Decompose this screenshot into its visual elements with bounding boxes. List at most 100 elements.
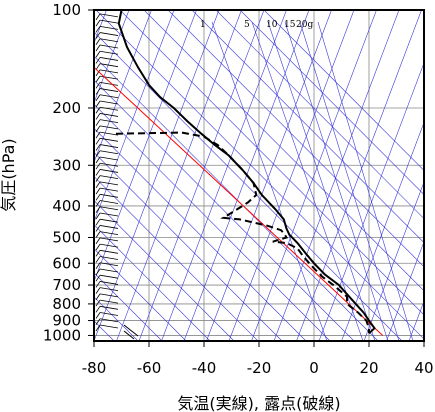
- y-tick-label: 600: [52, 254, 81, 272]
- wind-barb-flag: [95, 38, 101, 46]
- y-tick-label: 1000: [43, 326, 81, 344]
- wind-barb: [99, 324, 119, 329]
- wind-barb-flag: [95, 212, 101, 220]
- wind-barb-flag: [95, 324, 101, 332]
- wind-barb: [99, 57, 119, 61]
- mixing-ratio-line: [284, 21, 389, 341]
- wind-barb: [99, 237, 119, 242]
- wind-barb-flag: [95, 237, 101, 245]
- wind-barb-flag: [95, 169, 101, 176]
- isotherm-line: [228, 10, 355, 341]
- wind-barb: [99, 81, 119, 86]
- mixing-ratio-label: 1: [200, 20, 206, 30]
- isotherm-line: [251, 10, 377, 341]
- dry-adiabat-line: [94, 176, 259, 341]
- wind-barb-flag: [95, 200, 101, 207]
- wind-barb: [99, 299, 119, 304]
- wind-barb: [99, 162, 119, 167]
- y-tick-label: 200: [52, 99, 81, 117]
- wind-barb-flag: [95, 69, 101, 77]
- wind-barb: [99, 200, 119, 204]
- dry-adiabat-line: [143, 10, 424, 292]
- x-tick-label: -20: [247, 359, 272, 377]
- wind-barb-flag: [95, 175, 101, 182]
- wind-barb: [99, 262, 119, 267]
- wind-barb: [99, 13, 119, 18]
- wind-barb-flag: [95, 187, 101, 195]
- wind-barb-flag: [95, 287, 101, 294]
- wind-barb: [99, 293, 119, 298]
- wind-barb-flag: [95, 181, 101, 189]
- wind-barb-flag: [95, 32, 101, 39]
- x-tick-label: 0: [309, 359, 319, 377]
- wind-barb-flag: [95, 274, 101, 282]
- y-tick-label: 100: [52, 1, 81, 19]
- wind-barb: [99, 212, 119, 217]
- dry-adiabat-line: [94, 224, 211, 341]
- isotherm-line: [296, 10, 422, 341]
- mixing-ratio-labels: 1 5 10 15 20g: [200, 20, 313, 30]
- dry-adiabat-line: [94, 103, 331, 341]
- wind-barb: [99, 131, 119, 136]
- series-layer: [94, 10, 384, 336]
- wind-barb: [99, 100, 119, 105]
- wind-barb-flag: [95, 194, 101, 201]
- wind-barb-flag: [95, 63, 101, 70]
- wind-barb-flag: [95, 119, 101, 126]
- wind-barb-flag: [95, 156, 101, 164]
- wind-barb-flag: [95, 138, 101, 145]
- wind-barb: [99, 150, 119, 155]
- wind-barb: [99, 175, 119, 180]
- wind-barb-flag: [95, 299, 101, 307]
- y-axis-title: 気圧(hPa): [0, 138, 18, 211]
- wind-barb-flag: [95, 75, 101, 83]
- dry-adiabat-line: [167, 10, 424, 268]
- mixing-ratio-label: 20g: [296, 20, 313, 30]
- wind-barb-flag: [95, 268, 101, 276]
- wind-barb: [99, 187, 119, 192]
- wind-barb-flag: [95, 231, 101, 238]
- isotherm-line: [161, 10, 287, 341]
- x-tick-label: 40: [414, 359, 433, 377]
- dry-adiabat-line: [94, 55, 379, 341]
- isotherm-line: [116, 10, 242, 341]
- y-tick-label: 300: [52, 156, 81, 174]
- reference-line: [94, 66, 384, 336]
- isotherm-line: [341, 121, 424, 341]
- wind-barb: [99, 218, 119, 223]
- wind-barb: [99, 206, 119, 211]
- wind-barb: [99, 256, 119, 260]
- dry-adiabat-line: [95, 10, 424, 340]
- y-tick-label: 400: [52, 197, 81, 215]
- dry-adiabat-line: [94, 127, 307, 341]
- wind-barb-flag: [95, 206, 101, 213]
- wind-barb: [99, 50, 119, 55]
- wind-barb-flag: [95, 44, 101, 52]
- wind-barb: [123, 324, 139, 337]
- wind-barb: [99, 193, 119, 198]
- dry-adiabat-line: [94, 248, 187, 341]
- dry-adiabat-line: [94, 31, 403, 341]
- wind-barb-flag: [95, 281, 101, 288]
- dry-adiabat-line: [239, 10, 424, 195]
- dry-adiabat-line: [94, 79, 355, 341]
- isotherm-line: [432, 10, 435, 341]
- wind-barb: [99, 281, 119, 285]
- grid: [94, 10, 424, 341]
- mixing-ratio-line: [267, 21, 376, 341]
- dry-adiabat-line: [119, 10, 424, 316]
- dry-adiabat-line: [215, 10, 424, 220]
- wind-barb-flag: [95, 88, 101, 95]
- x-tick-label: -60: [137, 359, 162, 377]
- wind-barb: [99, 156, 119, 161]
- isotherm-line: [386, 240, 424, 341]
- wind-barb-flag: [95, 318, 101, 325]
- wind-barb-flag: [95, 293, 101, 301]
- x-tick-label: -80: [82, 359, 107, 377]
- wind-barb: [99, 63, 119, 68]
- wind-barb-flag: [95, 125, 101, 133]
- mixing-ratio-label: 15: [284, 20, 296, 30]
- wind-barb: [99, 75, 119, 80]
- mixing-ratio-label: 5: [244, 20, 250, 30]
